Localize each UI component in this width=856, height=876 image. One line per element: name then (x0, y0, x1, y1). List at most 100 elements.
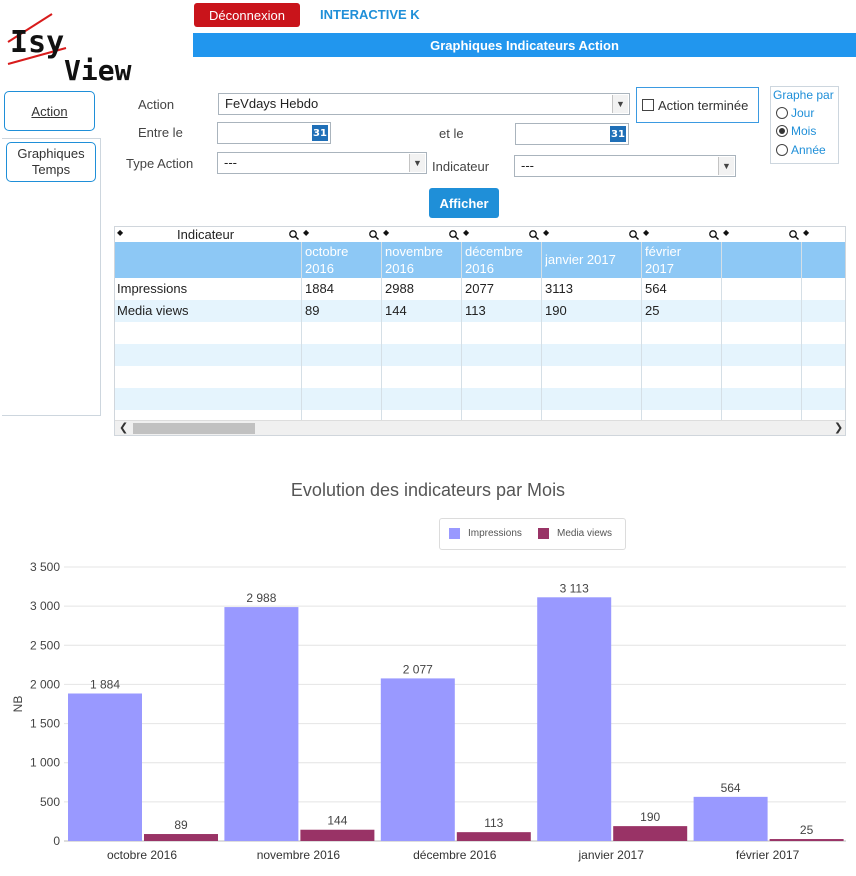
data-label: 25 (800, 823, 814, 837)
column-divider (721, 242, 722, 420)
logo-text-bottom: View (64, 54, 132, 84)
search-icon[interactable] (448, 229, 460, 241)
bar-impressions (68, 693, 142, 841)
nav-action-button[interactable]: Action (4, 91, 95, 131)
cell-value: 25 (645, 303, 660, 318)
cell-value: 2988 (385, 281, 414, 296)
cell-value: 190 (545, 303, 567, 318)
client-name-link[interactable]: INTERACTIVE K (320, 7, 420, 22)
chevron-down-icon: ▼ (409, 154, 425, 172)
table-row-empty (115, 366, 845, 388)
action-done-label: Action terminée (658, 97, 749, 113)
y-tick-label: 1 500 (30, 717, 60, 731)
start-date-input[interactable]: 31 (217, 122, 331, 144)
cell-value: 89 (305, 303, 320, 318)
radio-day[interactable]: Jour (776, 106, 814, 120)
search-icon[interactable] (708, 229, 720, 241)
column-divider (461, 242, 462, 420)
chevron-down-icon: ▼ (718, 157, 734, 175)
calendar-icon[interactable]: 31 (610, 126, 626, 142)
scrollbar-thumb[interactable] (133, 423, 255, 434)
data-label: 89 (174, 818, 188, 832)
sort-icon[interactable]: ◆ (543, 228, 550, 237)
grid-header-indicator[interactable]: Indicateur (177, 227, 235, 242)
radio-month[interactable]: Mois (776, 124, 816, 138)
cell-value: 1884 (305, 281, 334, 296)
sort-icon[interactable]: ◆ (463, 228, 470, 237)
sort-icon[interactable]: ◆ (723, 228, 730, 237)
cell-value: 144 (385, 303, 407, 318)
action-select-value: FeVdays Hebdo (225, 96, 319, 111)
data-label: 1 884 (90, 678, 120, 692)
horizontal-scrollbar[interactable]: ❮ ❯ (115, 420, 845, 435)
x-tick-label: février 2017 (736, 848, 800, 862)
scroll-left-icon[interactable]: ❮ (119, 421, 129, 434)
action-select[interactable]: FeVdays Hebdo ▼ (218, 93, 630, 115)
nav-graphs-time-button[interactable]: Graphiques Temps (6, 142, 96, 182)
y-tick-label: 3 500 (30, 560, 60, 574)
bar-media-views (144, 834, 218, 841)
indicator-value: --- (521, 158, 534, 173)
data-label: 2 077 (403, 662, 433, 676)
bar-impressions (380, 678, 455, 841)
grid-header-month-5[interactable]: février 2017 (645, 244, 682, 276)
data-label: 2 988 (246, 591, 276, 605)
logout-button[interactable]: Déconnexion (194, 3, 300, 27)
indicator-grid: ◆ Indicateur ◆ ◆ ◆ ◆ ◆ ◆ ◆ octobre 2016 n… (114, 226, 846, 436)
sort-icon[interactable]: ◆ (303, 228, 310, 237)
table-row[interactable]: Media views 89 144 113 190 25 (115, 300, 845, 322)
search-icon[interactable] (788, 229, 800, 241)
graph-by-group: Graphe par Jour Mois Année (770, 86, 839, 164)
sort-icon[interactable]: ◆ (117, 228, 124, 237)
grid-header-month-2[interactable]: novembre 2016 (385, 244, 443, 276)
end-date-input[interactable]: 31 (515, 123, 629, 145)
row-label: Impressions (117, 281, 188, 296)
table-row-empty (115, 322, 845, 344)
action-type-select[interactable]: --- ▼ (217, 152, 427, 174)
legend-label: Media views (557, 528, 613, 539)
show-button[interactable]: Afficher (429, 188, 499, 218)
y-tick-label: 500 (40, 795, 60, 809)
calendar-icon[interactable]: 31 (312, 125, 328, 141)
x-tick-label: novembre 2016 (257, 848, 341, 862)
sort-icon[interactable]: ◆ (803, 228, 810, 237)
action-type-label: Type Action (126, 156, 194, 171)
nav-graphs-label-2: Temps (31, 162, 71, 177)
y-tick-label: 0 (53, 834, 60, 848)
data-label: 144 (327, 814, 347, 828)
action-done-checkbox[interactable]: Action terminée (636, 87, 759, 123)
action-type-value: --- (224, 155, 237, 170)
search-icon[interactable] (628, 229, 640, 241)
bar-chart: 0 500 1 000 1 500 2 000 2 500 3 000 3 500 NB 1 88… (11, 560, 846, 862)
sort-icon[interactable]: ◆ (383, 228, 390, 237)
radio-icon (776, 107, 788, 119)
grid-header-month-1[interactable]: octobre 2016 (305, 244, 349, 276)
search-icon[interactable] (528, 229, 540, 241)
column-divider (541, 242, 542, 420)
cell-value: 113 (465, 303, 486, 318)
grid-header-month-4[interactable]: janvier 2017 (545, 252, 616, 267)
bar-impressions (224, 607, 299, 841)
y-axis-label: NB (11, 696, 25, 713)
checkbox-icon (642, 99, 654, 111)
y-tick-label: 1 000 (30, 756, 60, 770)
chevron-down-icon: ▼ (612, 95, 628, 113)
x-tick-label: janvier 2017 (578, 848, 645, 862)
legend-item-media-views[interactable]: Media views (538, 528, 612, 539)
table-row-empty (115, 388, 845, 410)
bar-media-views (613, 826, 688, 841)
indicator-select[interactable]: --- ▼ (514, 155, 736, 177)
indicator-label: Indicateur (432, 159, 490, 174)
legend-swatch (449, 528, 460, 539)
cell-value: 564 (645, 281, 667, 296)
grid-header-month-3[interactable]: décembre 2016 (465, 244, 523, 276)
search-icon[interactable] (288, 229, 300, 241)
cell-value: 3113 (545, 281, 573, 296)
scroll-right-icon[interactable]: ❯ (834, 421, 844, 434)
radio-year[interactable]: Année (776, 143, 826, 157)
table-row[interactable]: Impressions 1884 2988 2077 3113 564 (115, 278, 845, 300)
search-icon[interactable] (368, 229, 380, 241)
legend-item-impressions[interactable]: Impressions (449, 528, 522, 539)
sort-icon[interactable]: ◆ (643, 228, 650, 237)
radio-day-label: Jour (791, 106, 815, 120)
